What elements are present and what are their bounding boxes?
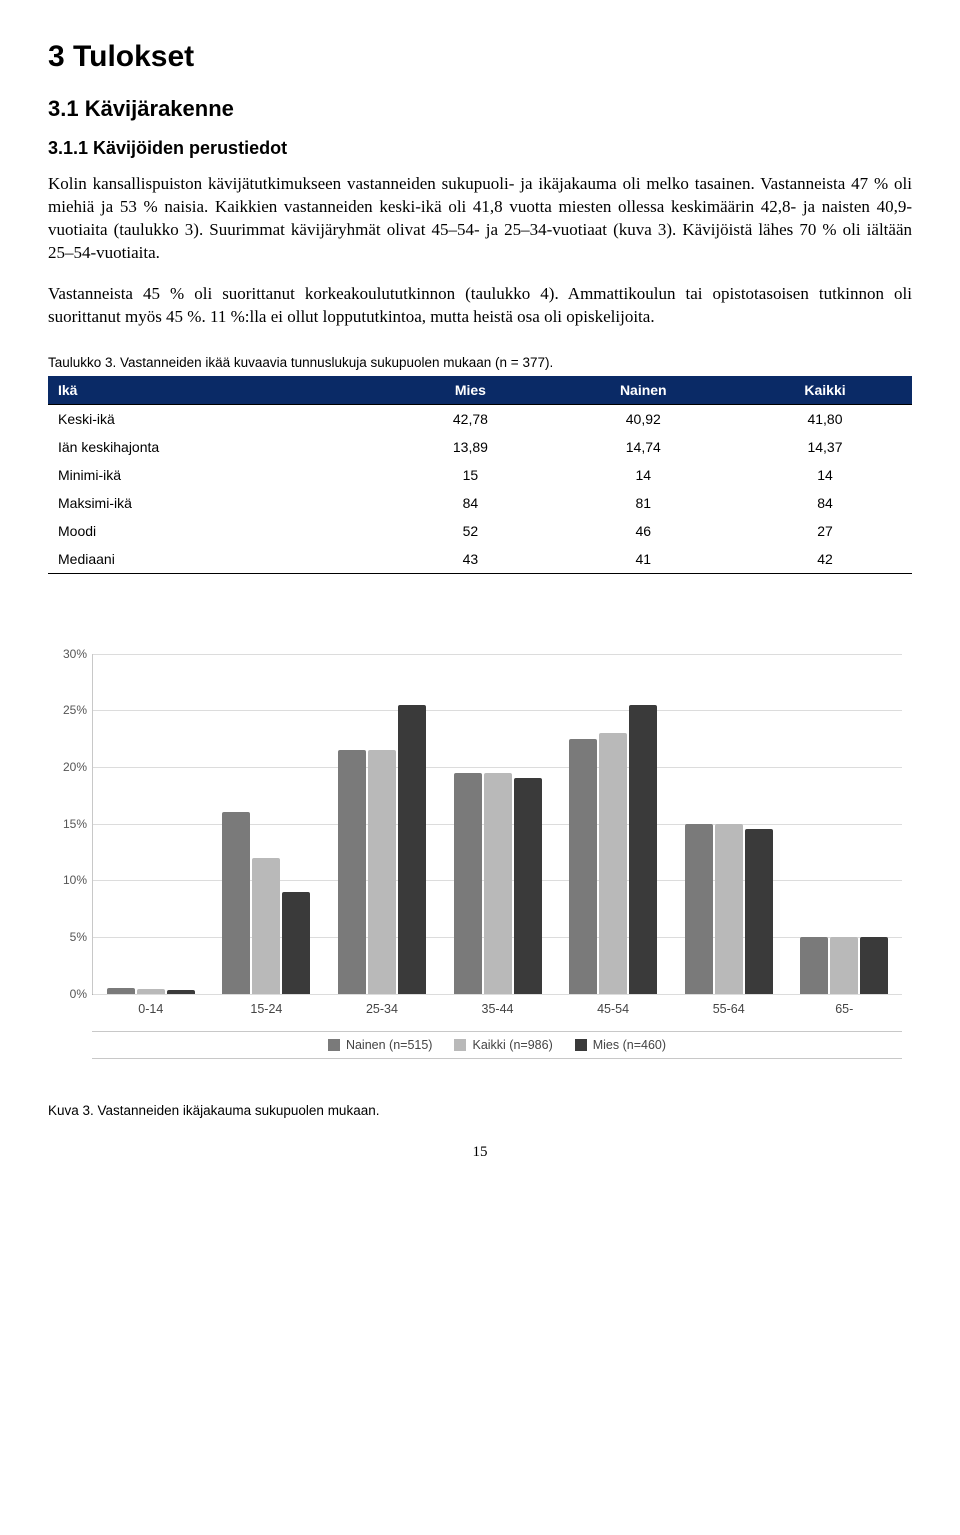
table-row: Iän keskihajonta13,8914,7414,37	[48, 433, 912, 461]
table-cell: Mediaani	[48, 545, 392, 574]
paragraph-1: Kolin kansallispuiston kävijätutkimuksee…	[48, 173, 912, 265]
legend-item: Nainen (n=515)	[328, 1038, 433, 1052]
bar	[167, 990, 195, 993]
legend-swatch	[575, 1039, 587, 1051]
bar-group: 55-64	[671, 654, 787, 994]
bar	[368, 750, 396, 994]
table-cell: 40,92	[549, 404, 738, 433]
bar-group: 15-24	[209, 654, 325, 994]
legend-label: Nainen (n=515)	[346, 1038, 433, 1052]
paragraph-2: Vastanneista 45 % oli suorittanut korkea…	[48, 283, 912, 329]
table-cell: 13,89	[392, 433, 548, 461]
legend-label: Kaikki (n=986)	[472, 1038, 552, 1052]
bar	[514, 778, 542, 993]
x-axis-label: 0-14	[93, 1002, 209, 1016]
table-cell: 27	[738, 517, 912, 545]
table-cell: Minimi-ikä	[48, 461, 392, 489]
table-cell: 14,74	[549, 433, 738, 461]
table-cell: 42,78	[392, 404, 548, 433]
table-cell: 15	[392, 461, 548, 489]
bar	[484, 773, 512, 994]
legend-item: Mies (n=460)	[575, 1038, 666, 1052]
table-cell: 14	[738, 461, 912, 489]
bar	[715, 824, 743, 994]
table-row: Minimi-ikä151414	[48, 461, 912, 489]
chart-legend: Nainen (n=515) Kaikki (n=986) Mies (n=460)	[92, 1031, 902, 1059]
y-axis-label: 15%	[49, 817, 87, 831]
bar-group: 35-44	[440, 654, 556, 994]
bar	[860, 937, 888, 994]
bar	[569, 739, 597, 994]
bar	[454, 773, 482, 994]
table-cell: 81	[549, 489, 738, 517]
table-row: Moodi524627	[48, 517, 912, 545]
table-cell: Moodi	[48, 517, 392, 545]
x-axis-label: 35-44	[440, 1002, 556, 1016]
bar	[629, 705, 657, 994]
legend-swatch	[328, 1039, 340, 1051]
table-cell: 43	[392, 545, 548, 574]
table-header-cell: Ikä	[48, 376, 392, 405]
table-header-cell: Kaikki	[738, 376, 912, 405]
bar	[282, 892, 310, 994]
table-cell: Maksimi-ikä	[48, 489, 392, 517]
table-caption: Taulukko 3. Vastanneiden ikää kuvaavia t…	[48, 355, 912, 370]
table-cell: 14	[549, 461, 738, 489]
heading-h2: 3.1 Kävijärakenne	[48, 96, 912, 122]
table-cell: 52	[392, 517, 548, 545]
table-cell: 42	[738, 545, 912, 574]
table-cell: Iän keskihajonta	[48, 433, 392, 461]
table-cell: 14,37	[738, 433, 912, 461]
age-distribution-chart: 0%5%10%15%20%25%30%0-1415-2425-3435-4445…	[48, 654, 912, 1059]
bar-group: 25-34	[324, 654, 440, 994]
bar	[599, 733, 627, 994]
bar	[830, 937, 858, 994]
x-axis-label: 45-54	[555, 1002, 671, 1016]
bar-group: 65-	[786, 654, 902, 994]
table-header-cell: Mies	[392, 376, 548, 405]
table-row: Maksimi-ikä848184	[48, 489, 912, 517]
bar	[745, 829, 773, 993]
page-number: 15	[48, 1144, 912, 1161]
bar	[222, 812, 250, 993]
heading-h1: 3 Tulokset	[48, 40, 912, 74]
table-cell: 84	[392, 489, 548, 517]
bar	[800, 937, 828, 994]
data-table: IkäMiesNainenKaikki Keski-ikä42,7840,924…	[48, 376, 912, 574]
y-axis-label: 5%	[49, 930, 87, 944]
table-row: Mediaani434142	[48, 545, 912, 574]
bar-group: 45-54	[555, 654, 671, 994]
y-axis-label: 20%	[49, 760, 87, 774]
bar	[137, 989, 165, 994]
table-cell: 41	[549, 545, 738, 574]
x-axis-label: 25-34	[324, 1002, 440, 1016]
y-axis-label: 25%	[49, 703, 87, 717]
legend-item: Kaikki (n=986)	[454, 1038, 552, 1052]
bar	[685, 824, 713, 994]
table-header-cell: Nainen	[549, 376, 738, 405]
legend-swatch	[454, 1039, 466, 1051]
table-cell: 46	[549, 517, 738, 545]
table-cell: Keski-ikä	[48, 404, 392, 433]
x-axis-label: 65-	[786, 1002, 902, 1016]
table-cell: 84	[738, 489, 912, 517]
y-axis-label: 10%	[49, 873, 87, 887]
x-axis-label: 55-64	[671, 1002, 787, 1016]
bar-group: 0-14	[93, 654, 209, 994]
x-axis-label: 15-24	[209, 1002, 325, 1016]
bar	[398, 705, 426, 994]
table-cell: 41,80	[738, 404, 912, 433]
bar	[338, 750, 366, 994]
y-axis-label: 30%	[49, 647, 87, 661]
heading-h3: 3.1.1 Kävijöiden perustiedot	[48, 138, 912, 159]
y-axis-label: 0%	[49, 987, 87, 1001]
table-row: Keski-ikä42,7840,9241,80	[48, 404, 912, 433]
figure-caption: Kuva 3. Vastanneiden ikäjakauma sukupuol…	[48, 1103, 912, 1118]
legend-label: Mies (n=460)	[593, 1038, 666, 1052]
bar	[107, 988, 135, 994]
bar	[252, 858, 280, 994]
